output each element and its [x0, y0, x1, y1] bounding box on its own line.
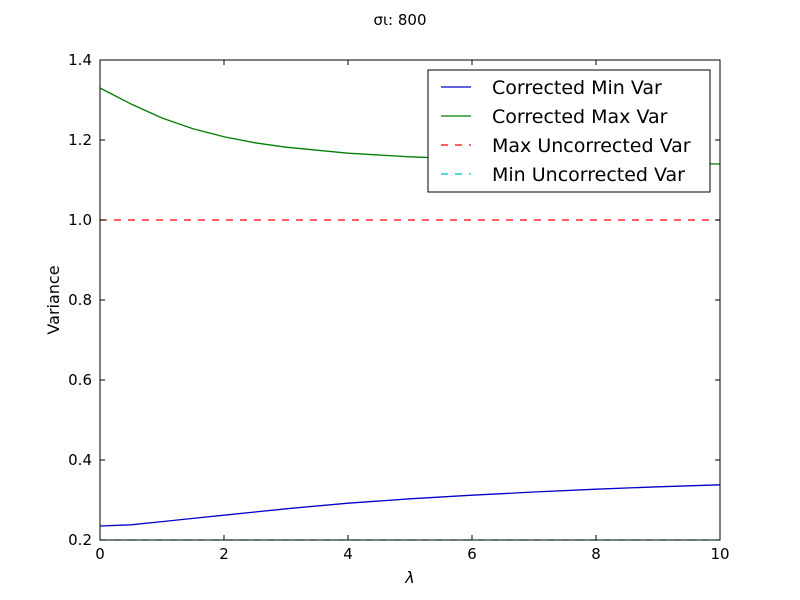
y-tick-label: 0.8 [68, 291, 92, 309]
legend-label-2: Max Uncorrected Var [492, 135, 691, 157]
x-tick-label: 8 [591, 545, 601, 563]
y-tick-label: 0.6 [68, 371, 92, 389]
legend-label-3: Min Uncorrected Var [492, 164, 685, 186]
y-tick-label: 1.0 [68, 211, 92, 229]
x-tick-label: 6 [467, 545, 477, 563]
y-tick-label: 0.4 [68, 451, 92, 469]
y-axis-label: Variance [44, 265, 63, 334]
x-tick-label: 0 [95, 545, 105, 563]
chart-title: σι: 800 [373, 11, 426, 29]
legend-box [427, 69, 711, 193]
y-tick-label: 0.2 [68, 531, 92, 549]
x-tick-label: 10 [710, 545, 729, 563]
y-tick-label: 1.4 [68, 51, 92, 69]
series-line-0 [99, 484, 721, 527]
y-tick-label: 1.2 [68, 131, 92, 149]
x-axis-label: λ [404, 568, 414, 587]
legend: Corrected Min Var Corrected Max Var Max Un… [427, 69, 711, 193]
ticks-layer: 0 2 4 6 8 10 0.2 0.4 0.6 0.8 1.0 1.2 1.4 [68, 51, 729, 563]
x-tick-label: 2 [219, 545, 229, 563]
x-tick-label: 4 [343, 545, 353, 563]
legend-label-0: Corrected Min Var [492, 77, 662, 99]
legend-label-1: Corrected Max Var [492, 106, 668, 128]
